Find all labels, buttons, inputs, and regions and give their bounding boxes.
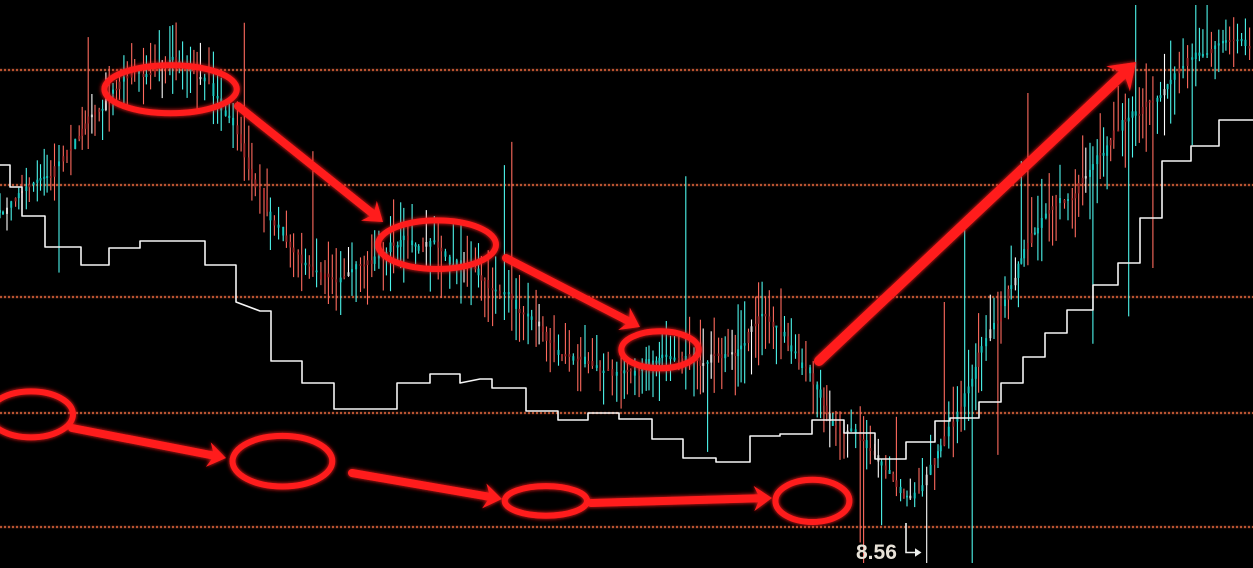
svg-text:8.56: 8.56 [856,541,897,564]
